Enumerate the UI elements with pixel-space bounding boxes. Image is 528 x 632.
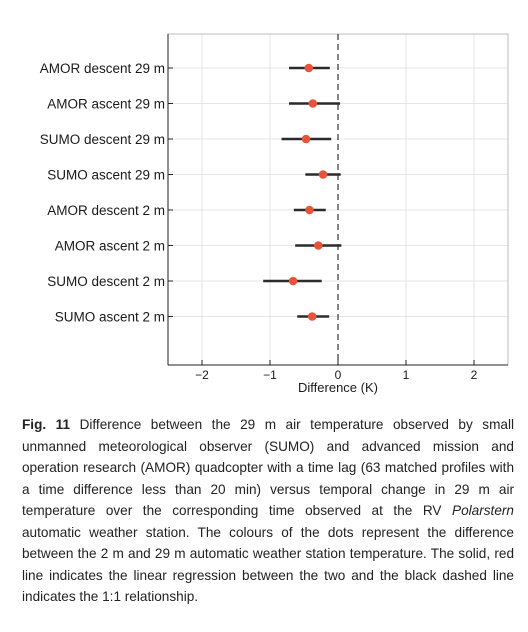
y-tick-label: SUMO descent 2 m bbox=[47, 274, 165, 289]
y-axis: AMOR descent 29 m AMOR ascent 29 m SUMO de… bbox=[40, 34, 173, 365]
x-axis: −2 −1 0 1 2 bbox=[168, 360, 508, 382]
chart: AMOR descent 29 m AMOR ascent 29 m SUMO de… bbox=[40, 33, 509, 395]
data-point bbox=[288, 276, 298, 286]
x-tick-label: 0 bbox=[335, 368, 342, 382]
y-tick-label: AMOR descent 29 m bbox=[40, 61, 165, 76]
y-tick-label: AMOR ascent 2 m bbox=[55, 239, 165, 254]
caption-text: Difference between the 29 m air temperat… bbox=[22, 417, 514, 518]
figure-caption: Fig. 11 Difference between the 29 m air … bbox=[22, 414, 514, 608]
y-tick-label: AMOR ascent 29 m bbox=[47, 97, 165, 112]
x-tick-label: 2 bbox=[471, 368, 478, 382]
y-tick-label: SUMO ascent 29 m bbox=[47, 168, 165, 183]
y-tick-label: AMOR descent 2 m bbox=[47, 203, 165, 218]
x-tick-label: −2 bbox=[195, 368, 209, 382]
data-point bbox=[301, 134, 311, 144]
data-point bbox=[305, 205, 314, 215]
data-point bbox=[308, 99, 318, 108]
data-point bbox=[304, 63, 314, 73]
caption-italic: Polarstern bbox=[452, 503, 514, 518]
y-tick-label: SUMO descent 29 m bbox=[40, 132, 165, 147]
y-tick-label: SUMO ascent 2 m bbox=[55, 310, 165, 325]
x-tick-label: −1 bbox=[263, 368, 277, 382]
data-marks bbox=[263, 63, 342, 321]
data-point bbox=[313, 241, 323, 250]
x-axis-title: Difference (K) bbox=[298, 380, 378, 395]
data-point bbox=[307, 312, 317, 321]
x-tick-label: 1 bbox=[403, 368, 410, 382]
caption-text-end: automatic weather station. The colours o… bbox=[22, 524, 514, 605]
data-point bbox=[318, 170, 328, 179]
figure-label: Fig. 11 bbox=[22, 417, 71, 432]
